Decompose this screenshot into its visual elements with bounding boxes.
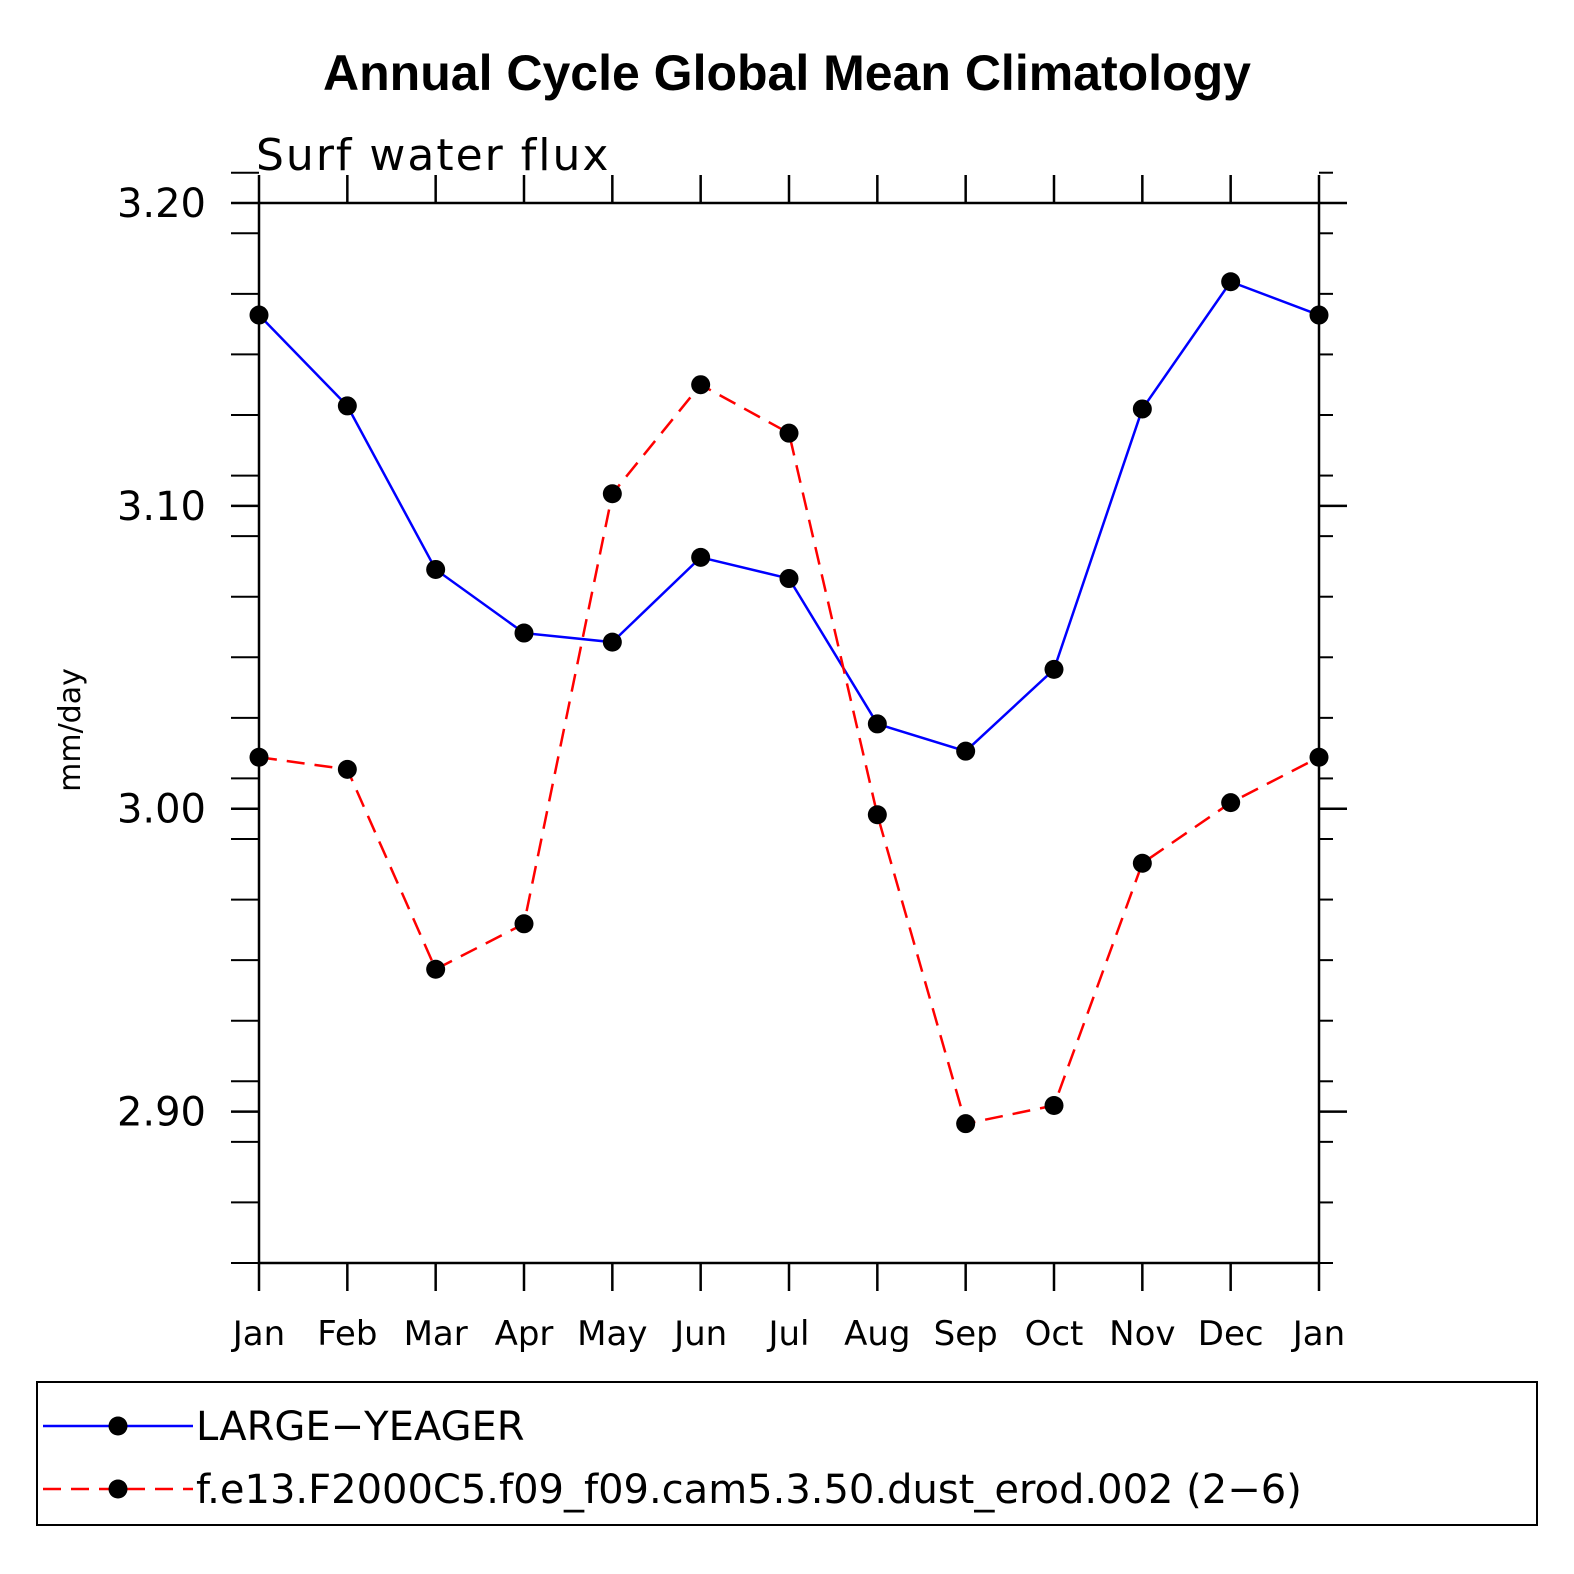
x-tick-label: Jul: [766, 1314, 809, 1354]
legend-box: [36, 1381, 1538, 1526]
series-1-point: [1221, 272, 1241, 292]
x-tick-label: Dec: [1198, 1314, 1264, 1354]
series-2-point: [1132, 853, 1152, 873]
series-1-point: [1044, 659, 1064, 679]
series-2-point: [602, 484, 622, 504]
series-2-point: [426, 959, 446, 979]
series-line-2: [258, 383, 1320, 1126]
legend: LARGE−YEAGER f.e13.F2000C5.f09_f09.cam5.3…: [36, 1381, 1538, 1526]
series-1-point: [1309, 305, 1329, 325]
series-2-point: [337, 759, 357, 779]
series-1-point: [426, 559, 446, 579]
series-1-point: [249, 305, 269, 325]
series-1-point: [514, 623, 534, 643]
x-tick-label: Jun: [672, 1314, 727, 1354]
series-2-point: [514, 914, 534, 934]
x-tick-label: Feb: [317, 1314, 377, 1354]
x-tick-label: Nov: [1109, 1314, 1175, 1354]
series-1-point: [779, 569, 799, 589]
x-tick-label: Oct: [1025, 1314, 1084, 1354]
series-1-point: [691, 547, 711, 567]
legend-label-2: f.e13.F2000C5.f09_f09.cam5.3.50.dust_ero…: [196, 1467, 1302, 1513]
series-1-point: [1132, 399, 1152, 419]
series-1-point: [602, 632, 622, 652]
chart-title: Annual Cycle Global Mean Climatology: [323, 45, 1251, 101]
series-2-point: [956, 1114, 976, 1134]
series-2-point: [691, 375, 711, 395]
y-axis-label: mm/day: [53, 668, 88, 792]
x-tick-label: Apr: [495, 1314, 554, 1354]
series-1-point: [867, 714, 887, 734]
series-2-point: [1309, 747, 1329, 767]
series-2-point: [779, 423, 799, 443]
series-2-point: [867, 805, 887, 825]
legend-label-1: LARGE−YEAGER: [196, 1404, 525, 1450]
series-2-point: [249, 747, 269, 767]
x-tick-label: Sep: [934, 1314, 998, 1354]
x-tick-label: Mar: [404, 1314, 468, 1354]
series-2-point: [1221, 793, 1241, 813]
y-tick-label: 3.10: [117, 484, 206, 530]
x-tick-label: Aug: [844, 1314, 910, 1354]
x-tick-label: Jan: [231, 1314, 285, 1354]
y-tick-label: 2.90: [117, 1090, 206, 1136]
legend-marker-2: [108, 1479, 128, 1499]
y-tick-label: 3.20: [117, 181, 206, 227]
plot-frame: [257, 201, 1321, 1265]
x-tick-label: Jan: [1291, 1314, 1345, 1354]
series-2-point: [1044, 1096, 1064, 1116]
series-1-point: [337, 396, 357, 416]
legend-marker-1: [108, 1416, 128, 1436]
x-tick-label: May: [577, 1314, 647, 1354]
series-1-point: [956, 741, 976, 761]
y-tick-label: 3.00: [117, 787, 206, 833]
series-line-1: [258, 280, 1320, 753]
plot-area: Jan Feb Mar Apr May Jun Jul Aug Sep Oct Nov Dec Jan 2…: [117, 171, 1347, 1354]
chart-subtitle: Surf water flux: [256, 130, 610, 181]
